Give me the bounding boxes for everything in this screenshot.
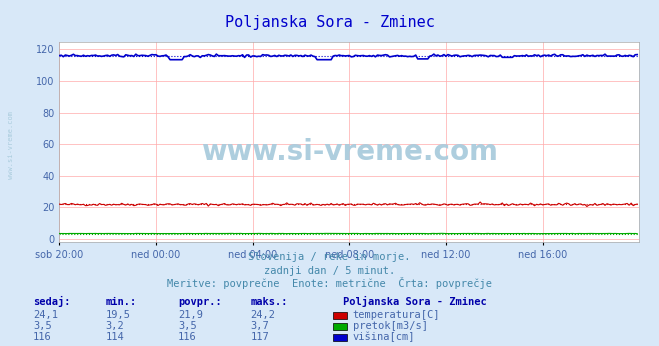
Text: sedaj:: sedaj: — [33, 296, 71, 307]
Text: temperatura[C]: temperatura[C] — [353, 310, 440, 320]
Text: 3,2: 3,2 — [105, 321, 124, 331]
Text: 116: 116 — [178, 332, 196, 342]
Text: 3,5: 3,5 — [178, 321, 196, 331]
Text: 21,9: 21,9 — [178, 310, 203, 320]
Text: maks.:: maks.: — [250, 297, 288, 307]
Text: 3,7: 3,7 — [250, 321, 269, 331]
Text: zadnji dan / 5 minut.: zadnji dan / 5 minut. — [264, 266, 395, 276]
Text: Poljanska Sora - Zminec: Poljanska Sora - Zminec — [343, 296, 486, 307]
Text: www.si-vreme.com: www.si-vreme.com — [8, 111, 14, 179]
Text: www.si-vreme.com: www.si-vreme.com — [201, 138, 498, 166]
Text: pretok[m3/s]: pretok[m3/s] — [353, 321, 428, 331]
Text: 116: 116 — [33, 332, 51, 342]
Bar — [333, 312, 347, 319]
Text: Poljanska Sora - Zminec: Poljanska Sora - Zminec — [225, 15, 434, 30]
Text: 117: 117 — [250, 332, 269, 342]
Bar — [333, 334, 347, 341]
Text: 3,5: 3,5 — [33, 321, 51, 331]
Text: povpr.:: povpr.: — [178, 297, 221, 307]
Text: Meritve: povprečne  Enote: metrične  Črta: povprečje: Meritve: povprečne Enote: metrične Črta:… — [167, 277, 492, 289]
Text: 114: 114 — [105, 332, 124, 342]
Text: višina[cm]: višina[cm] — [353, 331, 415, 342]
Text: 19,5: 19,5 — [105, 310, 130, 320]
Bar — [333, 323, 347, 330]
Text: 24,2: 24,2 — [250, 310, 275, 320]
Text: Slovenija / reke in morje.: Slovenija / reke in morje. — [248, 252, 411, 262]
Text: min.:: min.: — [105, 297, 136, 307]
Text: 24,1: 24,1 — [33, 310, 58, 320]
